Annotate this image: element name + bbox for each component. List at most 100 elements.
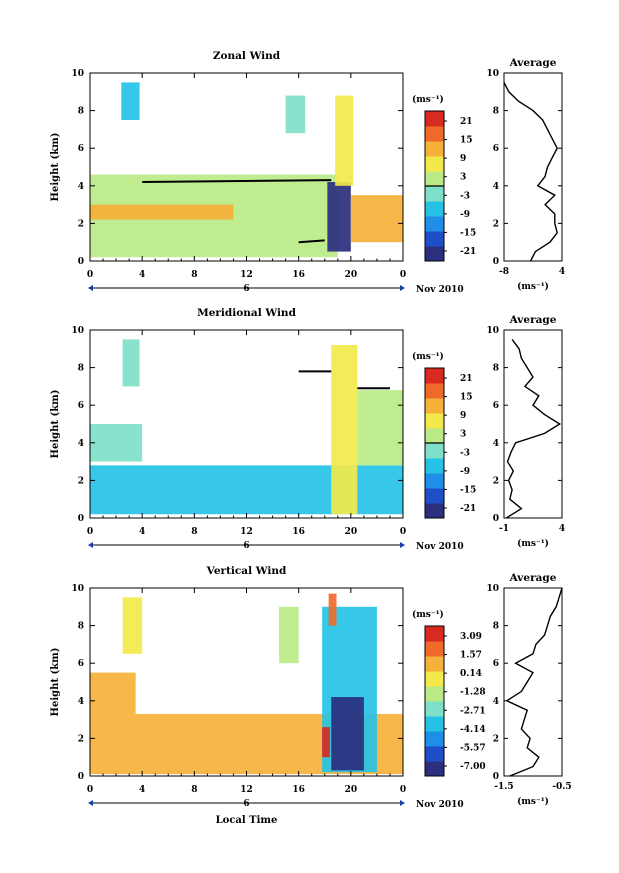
average-y-tick-label: 10 bbox=[486, 584, 499, 594]
average-profile-line bbox=[503, 82, 558, 262]
colorbar-tick-label: -4.14 bbox=[460, 725, 486, 735]
data-region-6 bbox=[322, 727, 330, 758]
data-region-1 bbox=[90, 672, 136, 714]
y-tick-label: 4 bbox=[78, 439, 84, 449]
data-region-3 bbox=[279, 606, 299, 664]
average-y-tick-label: 2 bbox=[493, 734, 499, 744]
y-tick-label: 2 bbox=[78, 219, 84, 229]
y-tick-label: 6 bbox=[78, 144, 84, 154]
colorbar-tick-label: 3 bbox=[460, 430, 466, 440]
average-y-tick-label: 8 bbox=[493, 107, 499, 117]
data-region-4 bbox=[327, 182, 351, 252]
x-tick-label: 12 bbox=[240, 785, 253, 795]
x-tick-label: 8 bbox=[191, 270, 197, 280]
colorbar-tick-label: 9 bbox=[460, 154, 466, 164]
colorbar-segment bbox=[425, 641, 444, 657]
colorbar-tick-label: 1.57 bbox=[460, 651, 482, 661]
colorbar-segment bbox=[425, 686, 444, 702]
average-frame bbox=[503, 72, 563, 262]
colorbar-segment bbox=[425, 746, 444, 762]
colorbar-segment bbox=[425, 488, 444, 504]
date-label: Nov 2010 bbox=[416, 285, 464, 295]
data-region-1 bbox=[90, 204, 234, 220]
colorbar-segment bbox=[425, 171, 444, 187]
average-x-tick-label: -1 bbox=[499, 524, 509, 534]
colorbar-tick-label: -7.00 bbox=[460, 762, 486, 772]
colorbar-segment bbox=[425, 443, 444, 459]
y-tick-label: 6 bbox=[78, 401, 84, 411]
colorbar-unit: (ms⁻¹) bbox=[412, 609, 444, 620]
colorbar-segment bbox=[425, 201, 444, 217]
colorbar-segment bbox=[425, 398, 444, 414]
average-y-tick-label: 8 bbox=[493, 622, 499, 632]
colorbar-segment bbox=[425, 626, 444, 642]
average-x-label: (ms⁻¹) bbox=[517, 538, 549, 549]
average-y-tick-label: 2 bbox=[493, 476, 499, 486]
average-y-tick-label: 2 bbox=[493, 219, 499, 229]
y-tick-label: 4 bbox=[78, 182, 84, 192]
colorbar-segment bbox=[425, 473, 444, 489]
average-y-tick-label: 8 bbox=[493, 364, 499, 374]
y-tick-label: 0 bbox=[78, 772, 84, 782]
colorbar-segment bbox=[425, 716, 444, 732]
colorbar-segment bbox=[425, 216, 444, 232]
x-tick-label: 8 bbox=[191, 527, 197, 537]
colorbar-segment bbox=[425, 701, 444, 717]
data-line-0 bbox=[142, 179, 332, 184]
date-line-left-arrow-icon bbox=[88, 285, 93, 291]
colorbar-segment bbox=[425, 458, 444, 474]
average-y-tick-label: 6 bbox=[493, 144, 499, 154]
y-tick-label: 2 bbox=[78, 734, 84, 744]
average-y-tick-label: 10 bbox=[486, 326, 499, 336]
colorbar-segment bbox=[425, 111, 444, 127]
data-region-5 bbox=[335, 95, 354, 186]
average-title: Average bbox=[509, 314, 557, 326]
colorbar-tick-label: 0.14 bbox=[460, 669, 482, 679]
average-frame bbox=[503, 329, 563, 519]
average-x-label: (ms⁻¹) bbox=[517, 281, 549, 292]
colorbar-unit: (ms⁻¹) bbox=[412, 351, 444, 362]
date-line-right-arrow-icon bbox=[400, 800, 405, 806]
average-x-tick-label: -8 bbox=[499, 267, 509, 277]
colorbar-tick-label: 3.09 bbox=[460, 632, 482, 642]
average-y-tick-label: 4 bbox=[493, 697, 499, 707]
colorbar-tick-label: 21 bbox=[460, 117, 473, 127]
x-tick-label: 0 bbox=[400, 527, 406, 537]
y-tick-label: 2 bbox=[78, 476, 84, 486]
average-y-tick-label: 10 bbox=[486, 69, 499, 79]
y-tick-label: 6 bbox=[78, 659, 84, 669]
x-tick-label: 12 bbox=[240, 270, 253, 280]
colorbar-segment bbox=[425, 656, 444, 672]
colorbar-tick-label: -9 bbox=[460, 210, 470, 220]
average-profile-line bbox=[505, 338, 562, 519]
average-x-tick-label: 4 bbox=[559, 524, 565, 534]
y-tick-label: 0 bbox=[78, 257, 84, 267]
y-tick-label: 10 bbox=[71, 584, 84, 594]
x-tick-label: 4 bbox=[139, 527, 145, 537]
colorbar-segment bbox=[425, 731, 444, 747]
y-tick-label: 8 bbox=[78, 107, 84, 117]
average-frame bbox=[503, 587, 563, 777]
colorbar-tick-label: 15 bbox=[460, 136, 473, 146]
data-region-3 bbox=[285, 95, 306, 134]
data-region-5 bbox=[331, 697, 364, 771]
colorbar-tick-label: 21 bbox=[460, 374, 473, 384]
y-tick-label: 0 bbox=[78, 514, 84, 524]
colorbar-frame bbox=[424, 625, 445, 777]
x-tick-label: 20 bbox=[345, 270, 358, 280]
average-y-tick-label: 0 bbox=[493, 514, 499, 524]
average-y-tick-label: 6 bbox=[493, 401, 499, 411]
colorbar-segment bbox=[425, 246, 444, 262]
x-tick-label: 0 bbox=[400, 270, 406, 280]
colorbar-segment bbox=[425, 141, 444, 157]
colorbar-tick-label: 3 bbox=[460, 173, 466, 183]
data-region-2 bbox=[122, 597, 143, 654]
colorbar-tick-label: 15 bbox=[460, 393, 473, 403]
colorbar-tick-label: -21 bbox=[460, 247, 476, 257]
x-tick-label: 4 bbox=[139, 270, 145, 280]
date-line-right-arrow-icon bbox=[400, 285, 405, 291]
colorbar-tick-label: -3 bbox=[460, 191, 470, 201]
x-axis-label: Local Time bbox=[216, 815, 278, 826]
